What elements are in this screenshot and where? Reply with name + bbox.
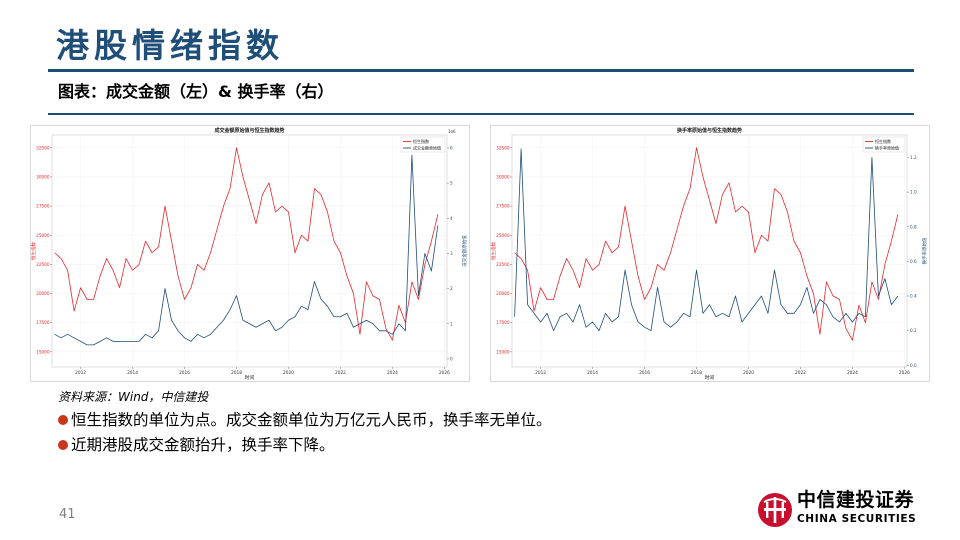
bullet-dot-icon	[58, 440, 68, 451]
chart-2-grid	[512, 135, 907, 367]
title-divider	[48, 69, 914, 72]
logo-name-cn: 中信建投证券	[797, 489, 915, 511]
chart-1-x-tick-label: 2020	[283, 370, 294, 376]
chart-1-y-left-tick-label: 15000	[36, 349, 50, 354]
chart-2-y-right-tick-label: 0.6	[910, 259, 917, 264]
chart-2-x-tick-label: 2018	[691, 370, 702, 376]
chart-1-y-left-tick-label: 32500	[36, 145, 50, 150]
chart-1-legend: 恒生指数 成交金额原始值	[400, 136, 446, 153]
chart-1-legend-label-1: 恒生指数	[413, 138, 429, 144]
chart-2-series-line-1	[514, 147, 899, 341]
chart-2-y-left-tick-label: 30000	[496, 174, 510, 179]
page-number: 41	[59, 507, 76, 522]
chart-1-y-right-tick-label: 2	[450, 286, 453, 291]
chart-1-legend-box	[400, 136, 446, 153]
chart-1-y-left-tick-label: 22500	[36, 262, 50, 267]
chart-1-x-label: 时间	[245, 374, 255, 381]
slide-title: 港股情绪指数	[56, 26, 284, 65]
chart-2-y-left-tick-label: 32500	[496, 145, 510, 150]
chart-2-series	[514, 147, 899, 341]
chart-1-plot-area	[51, 134, 448, 368]
china-securities-emblem-icon	[758, 493, 792, 527]
chart-2-y-right-tick-label: 1.0	[910, 190, 917, 195]
chart-1-title: 成交金额原始值与恒生指数趋势	[214, 127, 284, 134]
chart-card-turnover-amount: 成交金额原始值与恒生指数趋势 2012 2014 2016 2018 2020 2022 2…	[30, 125, 470, 382]
chart-2-x-tick-label: 2014	[587, 370, 598, 376]
chart-2-legend-box	[862, 136, 906, 153]
chart-2-x-tick-label: 2022	[795, 370, 806, 376]
chart-1-y-right-tick-label: 3	[450, 251, 453, 256]
figure-caption: 图表：成交金额（左）& 换手率（右）	[58, 82, 334, 101]
chart-1-y-left-tick-label: 30000	[36, 174, 50, 179]
chart-2-y-right-label: 换手率原始值	[921, 237, 928, 264]
chart-2-plot-area	[511, 134, 908, 368]
chart-1-x-tick-label: 2016	[179, 370, 190, 376]
chart-1-y-left-tick-label: 20000	[36, 291, 50, 296]
chart-1-y-right-tick-label: 4	[450, 216, 453, 221]
chart-2-y-right-tick-label: 0.2	[910, 328, 917, 333]
chart-1-y-right-tick-label: 1	[450, 321, 453, 326]
chart-2-legend-label-1: 恒生指数	[875, 138, 891, 144]
chart-1-y-right-tick-label: 0	[450, 356, 453, 361]
chart-2-y-right-tick-label: 0.0	[910, 363, 917, 368]
chart-2-x-tick-label: 2026	[899, 370, 910, 376]
chart-1-y-left-tick-label: 27500	[36, 204, 50, 209]
chart-1-y-right-label: 成交金额原始值	[461, 235, 468, 267]
chart-2-svg: 换手率原始值与恒生指数趋势 2012 2014 2016 2018 2020 2022 20…	[490, 125, 930, 382]
logo-name-en: CHINA SECURITIES	[797, 513, 917, 525]
chart-2-y-right-tick-label: 0.4	[910, 294, 917, 299]
chart-2-y-left-label: 恒生指数	[490, 242, 497, 260]
chart-2-series-line-2	[514, 148, 899, 332]
chart-2-ticks: 2012 2014 2016 2018 2020 2022 2024 2026 15000 175…	[496, 145, 917, 376]
company-logo: 中信建投证券 CHINA SECURITIES	[757, 490, 922, 530]
chart-2-x-tick-label: 2016	[639, 370, 650, 376]
chart-1-series-line-1	[54, 147, 439, 341]
chart-2-y-right-tick-label: 1.2	[910, 155, 917, 160]
chart-1-ticks: 2012 2014 2016 2018 2020 2022 2024 202615000175…	[36, 145, 453, 376]
chart-2-y-left-tick-label: 15000	[496, 349, 510, 354]
chart-2-x-tick-label: 2024	[847, 370, 858, 376]
chart-2-y-left-tick-label: 17500	[496, 320, 510, 325]
chart-1-y-right-tick-label: 5	[450, 181, 453, 186]
chart-1-x-tick-label: 2018	[231, 370, 242, 376]
chart-1-svg: 成交金额原始值与恒生指数趋势 2012 2014 2016 2018 2020 2022 2…	[30, 125, 470, 382]
chart-1-x-tick-label: 2014	[127, 370, 138, 376]
chart-2-x-label: 时间	[705, 374, 715, 381]
chart-2-x-tick-label: 2012	[535, 370, 546, 376]
chart-2-legend-label-2: 换手率原始值	[875, 144, 899, 150]
chart-1-y-right-offset: 1e6	[448, 129, 456, 134]
chart-2-y-left-tick-label: 20000	[496, 291, 510, 296]
chart-1-x-tick-label: 2026	[439, 370, 450, 376]
bullet-text: 恒生指数的单位为点。成交金额单位为万亿元人民币，换手率无单位。	[71, 411, 552, 429]
chart-1-grid	[52, 135, 447, 367]
chart-1-series	[54, 147, 439, 346]
chart-2-title: 换手率原始值与恒生指数趋势	[677, 127, 742, 134]
chart-1-y-left-tick-label: 17500	[36, 320, 50, 325]
chart-1-x-tick-label: 2024	[387, 370, 398, 376]
chart-1-y-right-tick-label: 6	[450, 146, 453, 151]
bullet-item: 近期港股成交金额抬升，换手率下降。	[58, 436, 335, 455]
chart-2-x-tick-label: 2020	[743, 370, 754, 376]
bullet-dot-icon	[58, 415, 68, 426]
chart-2-y-right-tick-label: 0.8	[910, 224, 917, 229]
chart-1-y-left-label: 恒生指数	[30, 242, 37, 260]
chart-1-legend-label-2: 成交金额原始值	[413, 144, 441, 150]
chart-2-y-left-tick-label: 25000	[496, 233, 510, 238]
chart-1-x-tick-label: 2022	[335, 370, 346, 376]
bullet-item: 恒生指数的单位为点。成交金额单位为万亿元人民币，换手率无单位。	[58, 411, 552, 430]
chart-2-y-left-tick-label: 22500	[496, 262, 510, 267]
caption-divider	[48, 113, 914, 115]
chart-card-turnover-rate: 换手率原始值与恒生指数趋势 2012 2014 2016 2018 2020 2022 20…	[490, 125, 930, 382]
data-source-note: 资料来源：Wind，中信建投	[58, 390, 209, 404]
chart-1-x-tick-label: 2012	[75, 370, 86, 376]
bullet-text: 近期港股成交金额抬升，换手率下降。	[71, 436, 335, 454]
chart-1-y-left-tick-label: 25000	[36, 233, 50, 238]
chart-2-legend: 恒生指数 换手率原始值	[862, 136, 906, 153]
chart-1-series-line-2	[54, 154, 439, 346]
chart-2-y-left-tick-label: 27500	[496, 204, 510, 209]
